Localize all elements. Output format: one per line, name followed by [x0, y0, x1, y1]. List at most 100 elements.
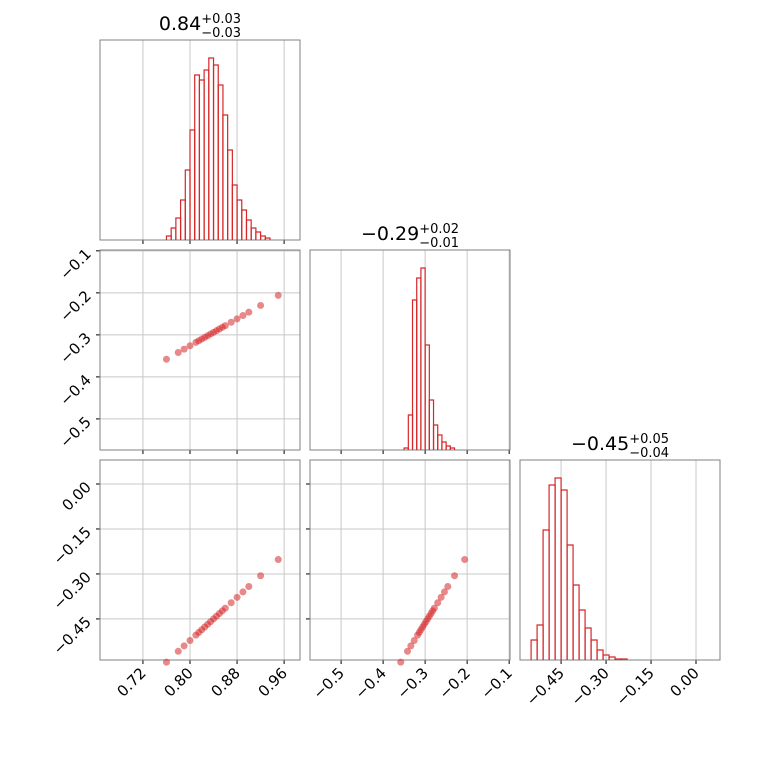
title-minus: −0.03	[201, 26, 241, 41]
x-tick-label: −0.30	[568, 664, 613, 709]
panel-title: −0.45+0.05 −0.04	[571, 432, 669, 461]
hist-bin	[222, 114, 229, 240]
sample-point	[227, 599, 235, 607]
hist-bin	[530, 639, 538, 660]
panel-frame	[99, 249, 301, 451]
hist-bin	[203, 69, 210, 240]
sample-point	[245, 583, 253, 591]
y-tick-label: 0.00	[58, 478, 94, 514]
hist-bin	[620, 658, 628, 660]
x-tick-label: −0.15	[613, 664, 658, 709]
panel-frame	[309, 249, 511, 451]
sample-point	[410, 637, 418, 645]
hist-bin	[179, 199, 186, 240]
hist-bin	[424, 344, 430, 450]
hist-bin	[432, 424, 439, 450]
x-tick-label: −0.5	[309, 664, 347, 702]
sample-point	[162, 658, 170, 666]
hist-bin	[208, 57, 215, 240]
hist-bin	[245, 219, 252, 240]
hist-bin	[596, 649, 604, 660]
sample-point	[233, 315, 241, 323]
sample-point	[257, 572, 265, 580]
y-tick-label: −0.30	[50, 568, 95, 613]
x-tick-label: −0.1	[477, 664, 515, 702]
hist-bin	[264, 237, 271, 240]
hist-bin	[542, 529, 550, 660]
title-value: −0.29	[361, 223, 419, 245]
sample-point	[274, 291, 282, 299]
y-tick-label: −0.5	[56, 413, 94, 451]
y-tick-label: −0.1	[56, 245, 94, 283]
x-tick-label: −0.4	[351, 664, 389, 702]
hist-bin	[189, 129, 196, 240]
sample-point	[174, 647, 182, 655]
sample-point	[162, 355, 170, 363]
sample-point	[180, 345, 188, 353]
x-tick-label: −0.3	[393, 664, 431, 702]
title-minus: −0.01	[419, 236, 459, 251]
hist-bin	[441, 441, 447, 450]
sample-point	[444, 583, 452, 591]
hist-bin	[445, 445, 451, 450]
sample-point	[274, 556, 282, 564]
sample-point	[407, 642, 415, 650]
hist-bin	[449, 447, 456, 450]
sample-point	[221, 322, 229, 330]
hist-bin	[165, 235, 172, 240]
hist-bin	[560, 489, 568, 660]
sample-point	[257, 301, 265, 309]
x-tick-label: 0.80	[160, 664, 196, 700]
sample-point	[430, 604, 438, 612]
hist-bin	[578, 609, 586, 660]
title-value: −0.45	[571, 433, 629, 455]
panel-title: −0.29+0.02 −0.01	[361, 222, 459, 251]
hist-bin	[231, 184, 238, 240]
sample-point	[397, 658, 405, 666]
hist-bin	[175, 217, 182, 240]
sample-point	[451, 572, 459, 580]
panel-frame	[99, 459, 301, 661]
x-tick-label: 0.00	[666, 664, 702, 700]
hist-bin	[554, 477, 562, 660]
x-tick-label: 0.96	[255, 664, 291, 700]
sample-point	[180, 642, 188, 650]
x-tick-label: −0.45	[523, 664, 568, 709]
sample-point	[233, 593, 241, 601]
hist-bin	[198, 79, 205, 240]
sample-point	[221, 604, 229, 612]
sample-point	[239, 312, 247, 320]
hist-bin	[241, 209, 248, 240]
y-tick-label: −0.3	[56, 329, 94, 367]
hist-bin	[194, 74, 201, 240]
hist-bin	[548, 484, 556, 660]
title-value: 0.84	[159, 13, 201, 35]
y-tick-label: −0.45	[50, 613, 95, 658]
sample-point	[437, 593, 445, 601]
sample-point	[186, 637, 194, 645]
hist-bin	[584, 627, 592, 660]
y-tick-label: −0.4	[56, 371, 94, 409]
x-tick-label: 0.72	[113, 664, 149, 700]
sample-point	[434, 599, 442, 607]
panel-frame	[309, 459, 511, 661]
y-tick-label: −0.15	[50, 523, 95, 568]
sample-point	[227, 318, 235, 326]
hist-bin	[184, 169, 191, 240]
hist-bin	[590, 639, 598, 660]
hist-bin	[259, 235, 266, 240]
hist-bin	[170, 227, 177, 240]
hist-bin	[236, 199, 243, 240]
title-plus: +0.03	[201, 12, 241, 27]
x-tick-label: 0.88	[208, 664, 244, 700]
sample-point	[461, 556, 469, 564]
hist-bin	[407, 414, 414, 450]
sample-point	[245, 308, 253, 316]
panel-title: 0.84+0.03 −0.03	[159, 12, 241, 41]
title-minus: −0.04	[629, 446, 669, 461]
sample-point	[440, 588, 448, 596]
sample-point	[239, 588, 247, 596]
hist-bin	[428, 399, 435, 450]
sample-point	[186, 342, 194, 350]
